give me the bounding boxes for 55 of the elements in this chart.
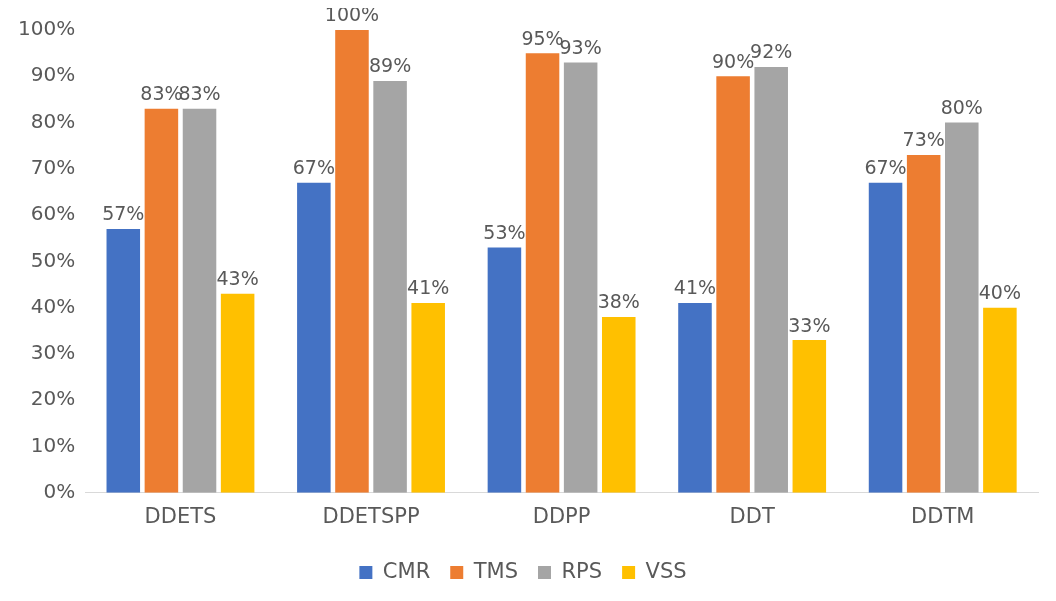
data-label: 53%: [483, 220, 526, 243]
y-tick-label: 20%: [30, 386, 76, 411]
bar: [716, 76, 750, 493]
data-label: 41%: [407, 276, 450, 299]
data-label: 43%: [216, 267, 259, 290]
data-label: 67%: [864, 156, 907, 179]
data-label: 80%: [940, 96, 983, 118]
data-label: 67%: [292, 156, 335, 179]
y-tick-label: 40%: [30, 293, 76, 318]
bar: [868, 182, 903, 493]
data-label: 83%: [140, 82, 183, 105]
data-label: 40%: [978, 281, 1021, 304]
x-tick-label: DDT: [729, 503, 775, 528]
bar: [563, 62, 598, 493]
bar: [754, 67, 788, 493]
bar: [525, 53, 560, 493]
y-tick-label: 30%: [30, 340, 76, 365]
bar: [373, 80, 407, 493]
y-tick-label: 90%: [30, 62, 76, 87]
bar: [487, 247, 522, 493]
bar: [983, 307, 1017, 493]
bar: [335, 30, 369, 493]
y-tick-label: 50%: [30, 247, 76, 272]
bar: [144, 108, 179, 493]
legend-label: RPS: [561, 558, 603, 583]
data-label: 100%: [324, 3, 380, 26]
y-tick-label: 80%: [30, 108, 76, 133]
x-tick-label: DDETS: [144, 503, 217, 528]
x-tick-label: DDPP: [532, 503, 591, 528]
y-tick-label: 60%: [30, 201, 76, 226]
bar: [297, 182, 331, 493]
bar: [601, 316, 636, 493]
x-tick-label: DDTM: [911, 503, 975, 528]
data-label: 33%: [788, 313, 831, 336]
bar: [945, 122, 979, 493]
legend-label: TMS: [472, 558, 519, 583]
bar: [678, 303, 712, 493]
legend-label: CMR: [382, 558, 431, 583]
y-tick-label: 0%: [43, 479, 76, 503]
legend-label: VSS: [645, 558, 687, 583]
bar: [792, 340, 827, 493]
data-label: 41%: [673, 276, 717, 299]
data-label: 38%: [597, 290, 640, 313]
y-tick-label: 10%: [30, 432, 76, 457]
data-label: 73%: [902, 128, 945, 151]
y-tick-label: 100%: [17, 16, 76, 41]
y-tick-label: 70%: [30, 155, 76, 180]
bar: [220, 293, 255, 493]
x-tick-label: DDETSPP: [322, 503, 420, 528]
bar: [106, 229, 141, 493]
bar: [906, 154, 941, 493]
bar: [182, 108, 217, 493]
bar: [411, 303, 445, 493]
data-label: 89%: [368, 54, 412, 77]
data-label: 57%: [102, 202, 145, 225]
